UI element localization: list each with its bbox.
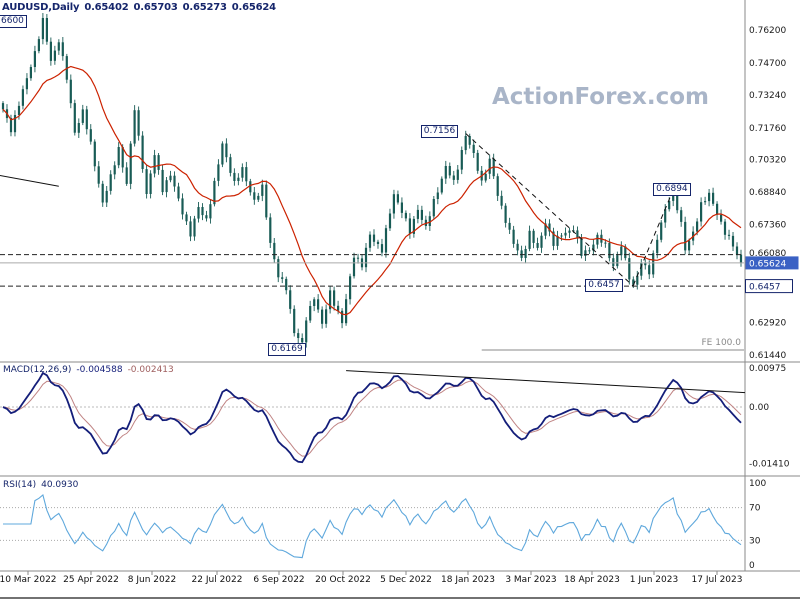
rsi-axis-label: 30 bbox=[749, 536, 761, 546]
rsi-name: RSI(14) bbox=[3, 480, 37, 490]
svg-text:0.65624: 0.65624 bbox=[749, 259, 786, 269]
price-label-6600[interactable]: 6600 bbox=[0, 15, 27, 28]
svg-text:8 Jun 2022: 8 Jun 2022 bbox=[128, 575, 176, 585]
current-price-axis-box bbox=[745, 256, 799, 270]
svg-text:20 Oct 2022: 20 Oct 2022 bbox=[315, 575, 371, 585]
level-axis-box bbox=[745, 279, 793, 294]
svg-text:0.73240: 0.73240 bbox=[749, 91, 786, 101]
rsi-line bbox=[3, 494, 742, 559]
svg-text:5 Dec 2022: 5 Dec 2022 bbox=[380, 575, 432, 585]
svg-text:22 Jul 2022: 22 Jul 2022 bbox=[192, 575, 243, 585]
macd-value-signal: -0.002413 bbox=[127, 365, 174, 375]
macd-main-line bbox=[2, 371, 742, 464]
rsi-axis-label: 70 bbox=[749, 504, 761, 514]
rsi-axis-label: 100 bbox=[749, 479, 766, 489]
price-label-0.6457[interactable]: 0.6457 bbox=[585, 279, 623, 293]
trendline-2[interactable] bbox=[0, 174, 59, 187]
price-label-0.6169[interactable]: 0.6169 bbox=[268, 342, 306, 356]
macd-axis-label: -0.01410 bbox=[749, 459, 790, 469]
price-label-0.6894[interactable]: 0.6894 bbox=[653, 182, 691, 196]
time-axis[interactable]: 10 Mar 2022 25 Apr 2022 8 Jun 2022 22 Jul 2… bbox=[0, 571, 743, 586]
svg-text:10 Mar 2022: 10 Mar 2022 bbox=[0, 575, 57, 585]
svg-text:17 Jul 2023: 17 Jul 2023 bbox=[692, 575, 743, 585]
macd-signal-line bbox=[2, 379, 742, 457]
macd-trendline[interactable] bbox=[346, 370, 746, 394]
macd-header: MACD(12,26,9) -0.004588 -0.002413 bbox=[3, 365, 179, 375]
watermark: ActionForex.com bbox=[492, 84, 709, 110]
svg-text:1 Jun 2023: 1 Jun 2023 bbox=[630, 575, 678, 585]
svg-text:18 Jan 2023: 18 Jan 2023 bbox=[441, 575, 495, 585]
rsi-value: 40.0930 bbox=[41, 480, 79, 490]
close-value: 0.65624 bbox=[231, 2, 276, 13]
chart-title: AUDUSD,Daily 0.65402 0.65703 0.65273 0.65624 bbox=[2, 2, 281, 13]
low-value: 0.65273 bbox=[182, 2, 227, 13]
svg-text:0.71760: 0.71760 bbox=[749, 124, 786, 134]
rsi-header: RSI(14) 40.0930 bbox=[3, 480, 83, 490]
svg-text:0.66080: 0.66080 bbox=[749, 249, 786, 259]
svg-text:0.67360: 0.67360 bbox=[749, 221, 786, 231]
macd-value-main: -0.004588 bbox=[76, 365, 123, 375]
svg-text:3 Mar 2023: 3 Mar 2023 bbox=[505, 575, 556, 585]
price-label-0.7156[interactable]: 0.7156 bbox=[420, 125, 459, 139]
price-axis[interactable]: 0.76200 0.74700 0.73240 0.71760 0.70320 0.688… bbox=[745, 26, 799, 361]
high-value: 0.65703 bbox=[133, 2, 178, 13]
svg-text:0.70320: 0.70320 bbox=[749, 156, 786, 166]
open-value: 0.65402 bbox=[84, 2, 129, 13]
svg-text:6 Sep 2022: 6 Sep 2022 bbox=[253, 575, 304, 585]
macd-axis-label: 0.00975 bbox=[749, 364, 786, 374]
svg-text:0.61440: 0.61440 bbox=[749, 351, 786, 361]
macd-axis-label: 0.00 bbox=[749, 403, 769, 413]
macd-name: MACD(12,26,9) bbox=[3, 365, 72, 375]
svg-text:25 Apr 2022: 25 Apr 2022 bbox=[63, 575, 119, 585]
svg-text:0.76200: 0.76200 bbox=[749, 26, 786, 36]
rsi-axis-label: 0 bbox=[749, 561, 755, 571]
svg-text:0.6457: 0.6457 bbox=[749, 283, 781, 293]
trendline-0[interactable] bbox=[465, 133, 634, 287]
svg-text:0.68840: 0.68840 bbox=[749, 188, 786, 198]
svg-text:0.74700: 0.74700 bbox=[749, 59, 786, 69]
symbol-period-label: AUDUSD,Daily bbox=[2, 2, 80, 13]
candles[interactable] bbox=[1, 13, 743, 348]
svg-text:18 Apr 2023: 18 Apr 2023 bbox=[564, 575, 620, 585]
fib-expansion-label: FE 100.0 bbox=[702, 338, 742, 348]
svg-text:0.62920: 0.62920 bbox=[749, 318, 786, 328]
